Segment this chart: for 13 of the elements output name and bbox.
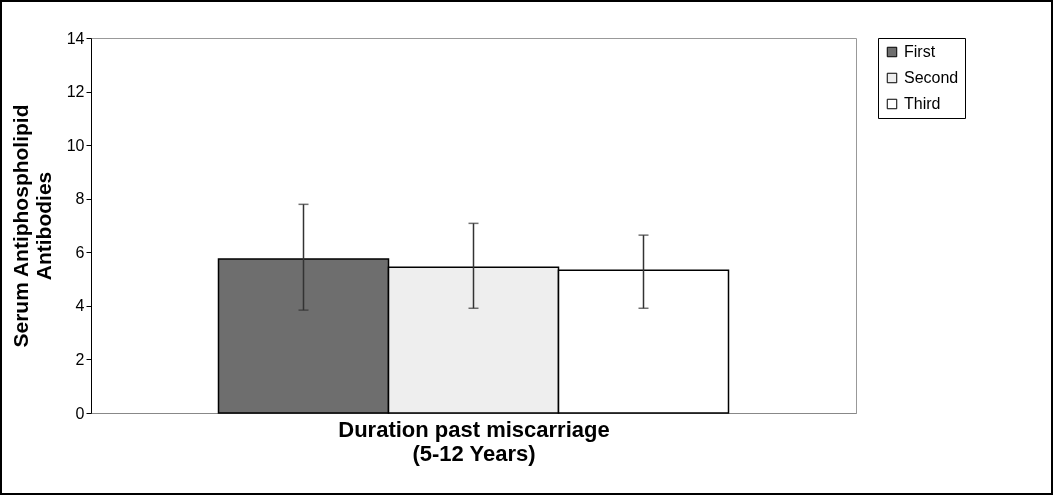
y-tick-label: 6 [75,243,85,261]
y-tick-label: 8 [75,190,85,208]
legend-label: Third [904,95,941,112]
x-axis-title: Duration past miscarriage (5-12 Years) [338,416,610,466]
y-tick-label: 4 [75,297,85,315]
y-tick-label: 10 [66,136,85,154]
y-tick-label: 2 [75,350,85,368]
y-tick-label: 12 [66,83,85,101]
y-axis-title: Serum Antiphospholipid Antibodies [8,104,55,348]
y-tick-label: 0 [75,404,85,422]
legend-label: First [904,43,936,60]
y-tick-label: 14 [66,29,85,47]
legend-label: Second [904,69,959,86]
